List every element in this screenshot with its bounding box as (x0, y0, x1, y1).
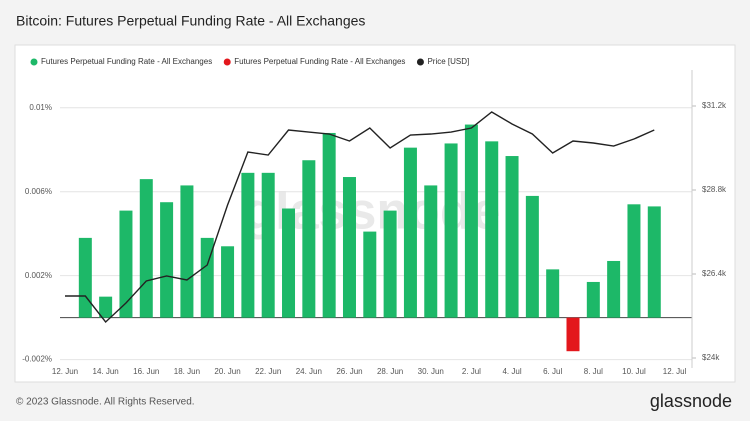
x-tick-label: 20. Jun (214, 367, 240, 376)
x-tick-label: 2. Jul (462, 367, 481, 376)
bar (99, 296, 113, 318)
x-tick-label: 22. Jun (255, 367, 281, 376)
bar (160, 202, 174, 318)
bar (302, 160, 316, 318)
bar (485, 141, 499, 318)
bar (627, 204, 641, 318)
x-tick-label: 28. Jun (377, 367, 403, 376)
bar (241, 172, 255, 318)
bar (342, 177, 356, 318)
legend-label: Futures Perpetual Funding Rate - All Exc… (41, 57, 212, 66)
y-tick-label: 0.002% (25, 271, 52, 280)
bar (383, 210, 397, 318)
bar (363, 231, 377, 318)
bar (444, 143, 458, 318)
legend-label: Futures Perpetual Funding Rate - All Exc… (234, 57, 405, 66)
x-tick-label: 24. Jun (296, 367, 322, 376)
bar (78, 237, 92, 318)
x-tick-label: 4. Jul (502, 367, 521, 376)
y2-tick-label: $31.2k (702, 101, 727, 110)
bar (647, 206, 661, 318)
bar (322, 132, 336, 318)
legend-label: Price [USD] (427, 57, 469, 66)
y-tick-label: 0.006% (25, 187, 52, 196)
legend-marker (416, 58, 424, 66)
bar (261, 172, 275, 318)
y2-tick-label: $24k (702, 353, 720, 362)
bar (546, 269, 560, 318)
y-tick-label: 0.01% (29, 103, 52, 112)
footer: © 2023 Glassnode. All Rights Reserved. (16, 397, 195, 408)
bar (566, 317, 580, 352)
y-tick-label: -0.002% (22, 355, 52, 364)
x-tick-label: 8. Jul (584, 367, 603, 376)
chart-title: Bitcoin: Futures Perpetual Funding Rate … (16, 13, 365, 29)
price-line (65, 111, 655, 324)
bar (139, 179, 153, 318)
x-tick-label: 16. Jun (133, 367, 159, 376)
bar (607, 260, 621, 318)
bar (505, 156, 519, 318)
bar (424, 185, 438, 318)
y2-tick-label: $26.4k (702, 269, 727, 278)
bar (525, 195, 539, 318)
bar (282, 208, 296, 318)
x-tick-label: 12. Jun (52, 367, 78, 376)
x-tick-label: 18. Jun (174, 367, 200, 376)
chart-panel (14, 44, 736, 383)
x-tick-label: 26. Jun (336, 367, 362, 376)
bar (180, 185, 194, 318)
x-tick-label: 10. Jul (622, 367, 646, 376)
x-tick-label: 6. Jul (543, 367, 562, 376)
x-tick-label: 30. Jun (418, 367, 444, 376)
bar (403, 147, 417, 318)
bar (200, 237, 214, 318)
legend-marker (223, 58, 231, 66)
y2-tick-label: $28.8k (702, 185, 727, 194)
bar (221, 246, 235, 318)
bar (464, 124, 478, 318)
x-tick-label: 12. Jul (663, 367, 687, 376)
bar (586, 281, 600, 318)
x-tick-label: 14. Jun (93, 367, 119, 376)
bar (119, 210, 133, 318)
legend-marker (30, 58, 38, 66)
logo: glassnode (650, 391, 732, 411)
